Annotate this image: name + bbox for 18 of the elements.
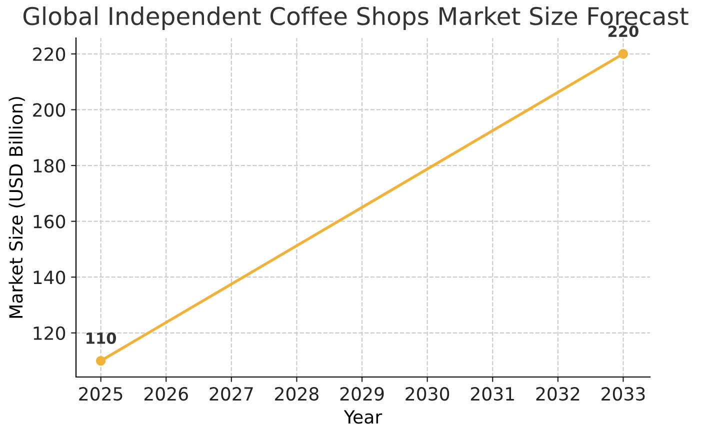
y-axis-title: Market Size (USD Billion)	[8, 97, 25, 318]
x-tick-label: 2027	[210, 387, 253, 401]
x-tick-label: 2026	[144, 387, 188, 401]
x-tick-label: 2033	[602, 387, 645, 401]
y-tick-label: 120	[34, 326, 66, 340]
y-tick-label: 200	[33, 103, 66, 117]
x-tick-label: 2030	[406, 387, 450, 401]
x-tick-label: 2028	[275, 387, 318, 401]
data-label: 110	[86, 332, 116, 344]
y-tick-label: 140	[34, 270, 66, 284]
x-tick-label: 2029	[340, 387, 384, 401]
y-tick-label: 160	[34, 214, 66, 228]
x-tick-label: 2031	[470, 387, 514, 401]
y-tick-label: 220	[33, 47, 66, 62]
y-tick-label: 180	[34, 158, 66, 173]
x-tick-label: 2025	[79, 387, 122, 401]
x-axis-title: Year	[344, 410, 382, 424]
x-tick-label: 2032	[536, 387, 580, 401]
